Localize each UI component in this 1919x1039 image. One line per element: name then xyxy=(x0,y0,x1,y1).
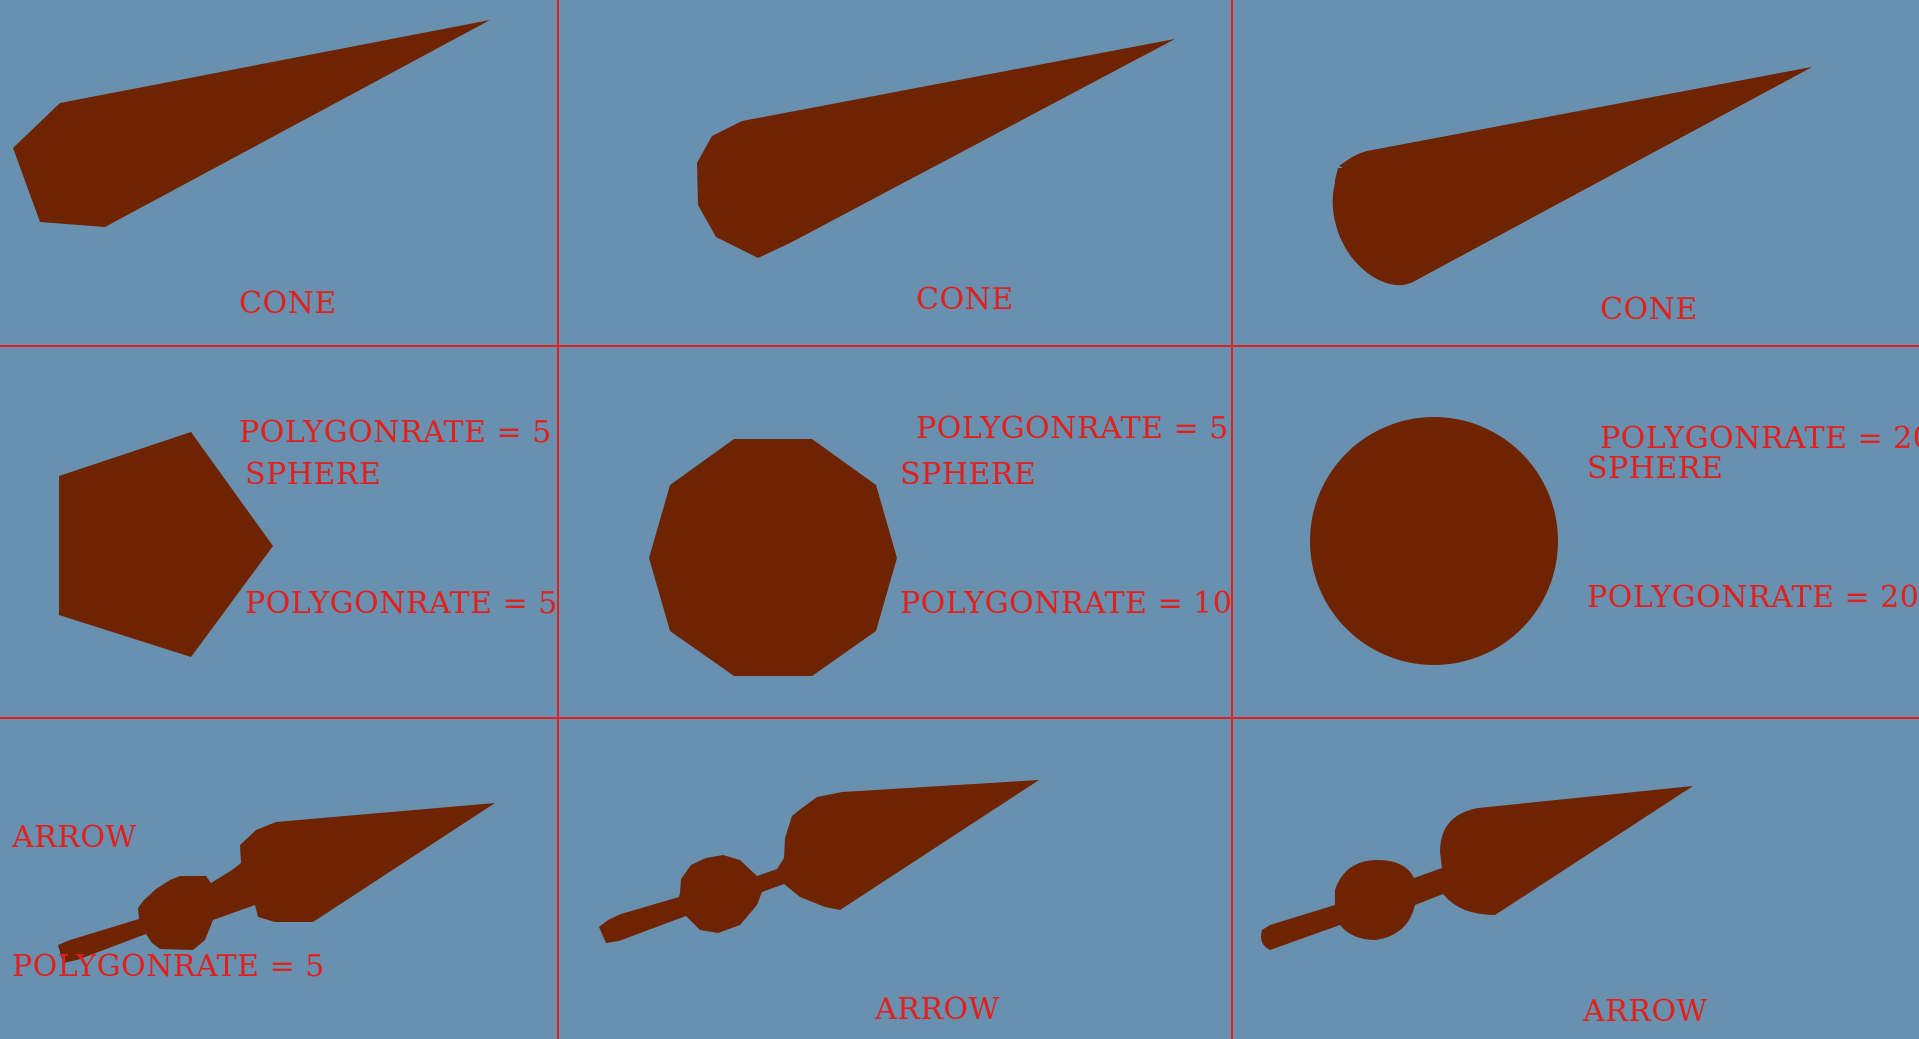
panel-7-label: ARROW POLYGONRATE = 5 xyxy=(12,730,325,1039)
shape-name: ARROW xyxy=(875,992,1000,1027)
panel-5-label: SPHERE POLYGONRATE = 10 xyxy=(900,367,1232,711)
polygon-rate: POLYGONRATE = 5 xyxy=(12,949,325,984)
panel-3-label: CONE POLYGONRATE = 20 xyxy=(1600,202,1919,546)
shape-name: CONE xyxy=(1600,292,1698,327)
shape-name: SPHERE xyxy=(900,457,1037,492)
panel-2-label: CONE POLYGONRATE = 5 xyxy=(916,192,1229,536)
cone-icon xyxy=(13,20,490,227)
panel-9-label: ARROW POLYGONRATE = 20 xyxy=(1583,904,1915,1039)
shape-name: CONE xyxy=(916,282,1014,317)
shape-name: CONE xyxy=(239,286,337,321)
panel-6-label: SPHERE POLYGONRATE = 20 xyxy=(1587,361,1919,705)
shape-name: ARROW xyxy=(1583,994,1708,1029)
shape-name: SPHERE xyxy=(245,457,382,492)
polygon-rate: POLYGONRATE = 20 xyxy=(1600,421,1919,456)
sphere-icon xyxy=(1310,417,1558,665)
polygon-rate: POLYGONRATE = 10 xyxy=(900,586,1233,621)
panel-8-label: ARROW POLYGONRATE = 10 xyxy=(875,902,1207,1039)
arrow-icon xyxy=(58,803,495,963)
polygon-rate: POLYGONRATE = 5 xyxy=(245,586,558,621)
cone-icon xyxy=(1332,67,1812,286)
panel-1-label: CONE POLYGONRATE = 5 xyxy=(239,196,552,540)
shape-name: SPHERE xyxy=(1587,451,1724,486)
sphere-icon xyxy=(59,432,273,657)
cone-icon xyxy=(697,39,1175,258)
polygon-rate: POLYGONRATE = 20 xyxy=(1587,580,1919,615)
sphere-icon xyxy=(649,439,897,676)
panel-4-label: SPHERE POLYGONRATE = 5 xyxy=(245,367,558,711)
arrow-icon xyxy=(599,780,1039,943)
polygon-rate: POLYGONRATE = 5 xyxy=(239,415,552,450)
arrow-icon xyxy=(1261,786,1693,950)
shape-name: ARROW xyxy=(12,820,137,855)
polygon-rate: POLYGONRATE = 5 xyxy=(916,411,1229,446)
